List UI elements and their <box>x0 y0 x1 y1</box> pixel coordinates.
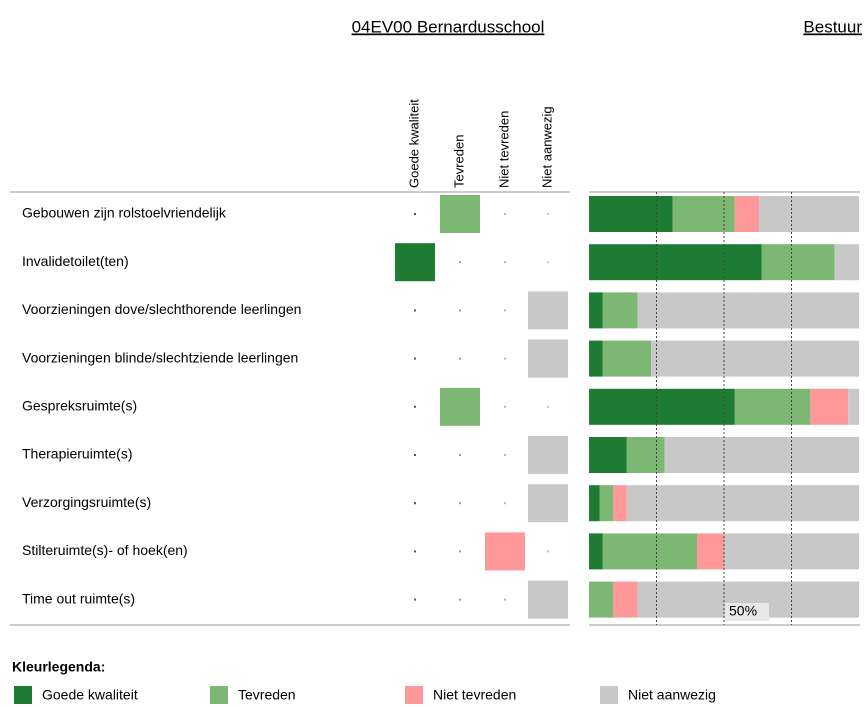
empty-dot <box>414 357 416 360</box>
board-segment <box>759 196 859 232</box>
empty-dot <box>504 405 506 408</box>
answer-square <box>440 195 480 233</box>
empty-dot <box>414 405 416 408</box>
board-segment <box>602 292 638 329</box>
empty-dot <box>459 261 461 264</box>
empty-dot <box>459 550 461 553</box>
empty-dot <box>547 213 549 215</box>
empty-dot <box>504 213 506 215</box>
legend-title: Kleurlegenda: <box>12 659 105 675</box>
legend-label: Niet aanwezig <box>628 687 716 703</box>
empty-dot <box>459 598 461 601</box>
board-segment <box>848 388 859 425</box>
row-label: Voorzieningen blinde/slechtziende leerli… <box>22 349 298 365</box>
board-segment <box>602 533 697 570</box>
board-segment <box>589 340 603 377</box>
column-header: Goede kwaliteit <box>406 99 421 188</box>
board-segment <box>589 196 673 232</box>
board-segment <box>599 485 614 522</box>
empty-dot <box>459 357 461 360</box>
empty-dot <box>414 598 416 601</box>
empty-dot <box>547 550 549 553</box>
answer-square <box>528 291 568 330</box>
board-segment <box>589 244 762 281</box>
board-segment <box>589 437 627 473</box>
board-segment <box>810 388 849 425</box>
board-segment <box>672 196 735 232</box>
empty-dot <box>414 550 416 553</box>
empty-dot <box>547 261 549 264</box>
row-label: Gespreksruimte(s) <box>22 398 137 414</box>
empty-dot <box>414 454 416 456</box>
row-label: Verzorgingsruimte(s) <box>22 494 151 510</box>
board-segment <box>589 485 600 522</box>
empty-dot <box>504 261 506 264</box>
empty-dot <box>459 309 461 312</box>
board-segment <box>613 581 638 618</box>
board-segment <box>734 388 811 425</box>
row-label: Voorzieningen dove/slechthorende leerlin… <box>22 301 301 317</box>
legend-label: Niet tevreden <box>433 687 516 703</box>
empty-dot <box>504 454 506 456</box>
legend-swatch <box>210 686 228 704</box>
empty-dot <box>459 502 461 505</box>
empty-dot <box>459 454 461 456</box>
empty-dot <box>547 405 549 408</box>
school-title: 04EV00 Bernardusschool <box>352 17 545 36</box>
answer-square <box>440 387 480 426</box>
board-segment <box>724 533 859 570</box>
answer-square <box>528 580 568 619</box>
board-segment <box>589 292 603 329</box>
row-label: Time out ruimte(s) <box>22 590 135 606</box>
answer-square <box>528 436 568 474</box>
board-title: Bestuur <box>803 17 862 36</box>
answer-square <box>528 339 568 378</box>
empty-dot <box>504 309 506 312</box>
row-label: Invalidetoilet(ten) <box>22 253 129 269</box>
board-segment <box>697 533 724 570</box>
answer-square <box>528 484 568 523</box>
board-segment <box>589 581 614 618</box>
board-segment <box>651 340 859 377</box>
empty-dot <box>414 502 416 505</box>
row-label: Stilteruimte(s)- of hoek(en) <box>22 542 188 558</box>
column-header: Niet tevreden <box>496 111 511 188</box>
column-header: Tevreden <box>451 135 466 188</box>
board-segment <box>834 244 859 281</box>
row-label: Gebouwen zijn rolstoelvriendelijk <box>22 205 227 221</box>
empty-dot <box>504 598 506 601</box>
legend-swatch <box>14 686 32 704</box>
empty-dot <box>504 502 506 505</box>
row-label: Therapieruimte(s) <box>22 446 132 462</box>
legend-label: Tevreden <box>238 687 296 703</box>
board-segment <box>761 244 835 281</box>
board-segment <box>589 388 735 425</box>
legend-swatch <box>600 686 618 704</box>
board-segment <box>589 533 603 570</box>
column-header: Niet aanwezig <box>539 106 554 188</box>
empty-dot <box>414 213 416 215</box>
board-segment <box>626 485 859 522</box>
answer-square <box>485 532 525 571</box>
board-segment <box>602 340 652 377</box>
board-segment <box>637 292 859 329</box>
legend-swatch <box>405 686 423 704</box>
board-segment <box>734 196 760 232</box>
marker-label: 50% <box>729 603 757 619</box>
empty-dot <box>504 357 506 360</box>
legend-label: Goede kwaliteit <box>42 687 138 703</box>
empty-dot <box>414 309 416 312</box>
marker-bg <box>725 603 769 621</box>
board-segment <box>613 485 627 522</box>
board-segment <box>626 437 665 473</box>
board-segment <box>664 437 859 473</box>
answer-square <box>395 243 435 282</box>
